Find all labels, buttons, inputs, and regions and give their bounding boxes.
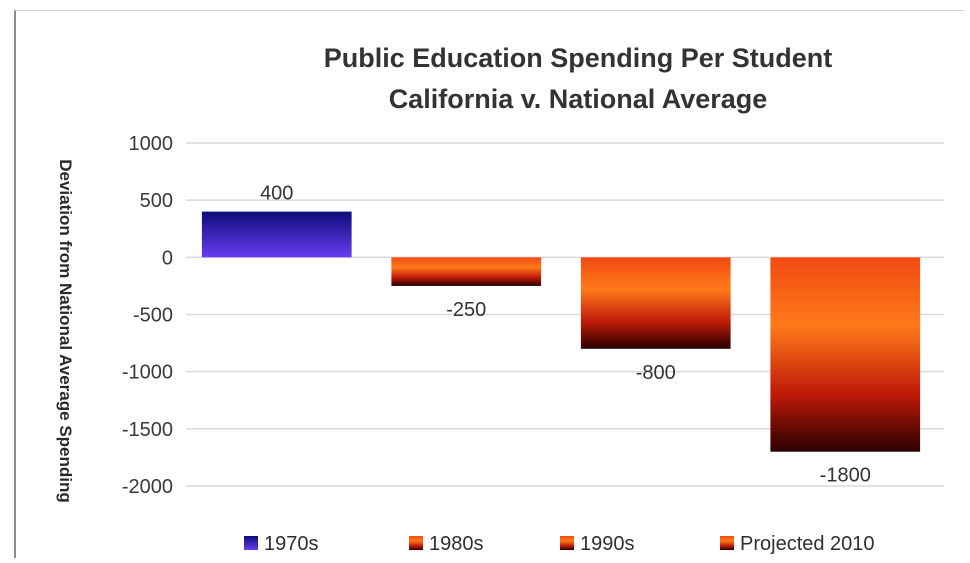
chart-title: Public Education Spending Per Student [324, 43, 833, 73]
legend-entry: Projected 2010 [740, 533, 875, 555]
y-tick-label: 0 [162, 247, 173, 269]
y-tick-label: 500 [140, 190, 173, 212]
bar-1980s [391, 257, 542, 286]
legend-entry: 1980s [429, 533, 484, 555]
y-tick-label: 1000 [129, 133, 174, 155]
legend-entry: 1990s [580, 533, 635, 555]
bar-chart: Public Education Spending Per Student Ca… [56, 43, 944, 555]
chart-frame: Public Education Spending Per Student Ca… [14, 10, 964, 558]
data-label-layer: 400 -250 -800 -1800 [260, 183, 871, 487]
data-label: -1800 [820, 465, 871, 487]
legend-swatch [409, 536, 423, 550]
data-label: 400 [260, 183, 293, 205]
legend-swatch [560, 536, 574, 550]
legend-swatch [720, 536, 734, 550]
legend-swatch [244, 536, 258, 550]
data-label: -250 [446, 299, 486, 321]
y-tick-label: -500 [133, 305, 173, 327]
bar-1970s [201, 211, 352, 258]
chart-subtitle: California v. National Average [389, 84, 768, 114]
bar-1990s [580, 257, 731, 349]
data-label: -800 [636, 362, 676, 384]
legend: 1970s 1980s 1990s Projected 2010 [244, 533, 875, 555]
y-tick-layer: 1000 500 0 -500 -1000 -1500 -2000 [122, 133, 173, 498]
legend-entry: 1970s [264, 533, 319, 555]
bar-layer [201, 211, 921, 452]
y-axis-label: Deviation from National Average Spending [56, 159, 75, 503]
y-tick-label: -2000 [122, 476, 173, 498]
y-tick-label: -1000 [122, 362, 173, 384]
bar-projected-2010 [770, 257, 921, 452]
y-tick-label: -1500 [122, 419, 173, 441]
